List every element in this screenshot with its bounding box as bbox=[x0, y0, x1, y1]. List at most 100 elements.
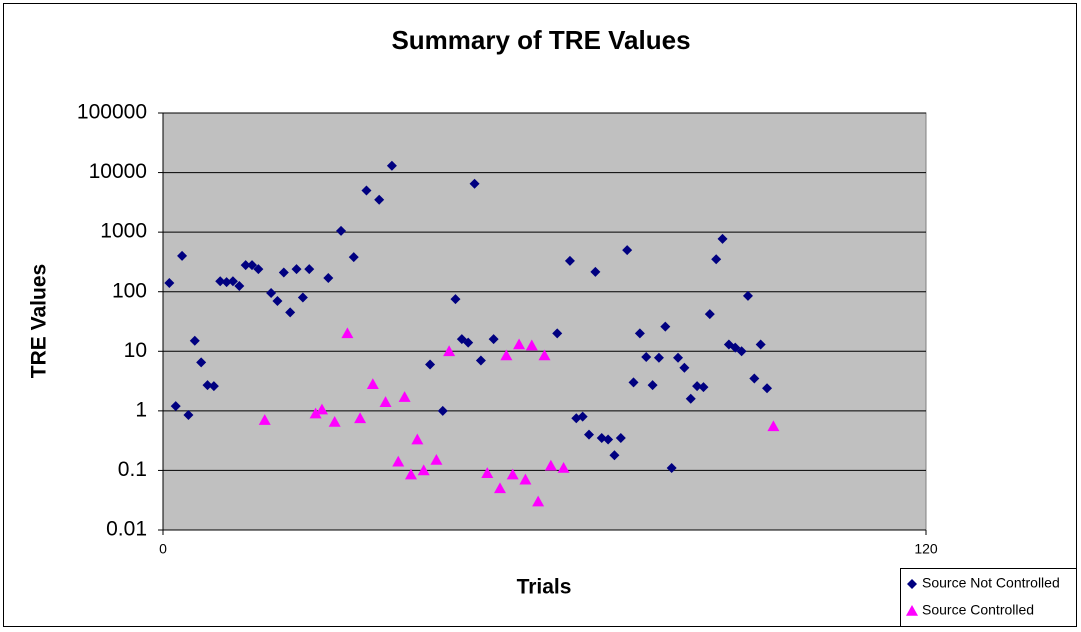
point bbox=[692, 381, 703, 392]
y-tick-label: 1000 bbox=[100, 220, 147, 243]
point bbox=[557, 461, 570, 473]
point bbox=[538, 349, 551, 361]
point bbox=[247, 260, 258, 271]
point bbox=[609, 450, 620, 461]
point bbox=[475, 355, 486, 366]
point bbox=[341, 327, 354, 339]
legend bbox=[900, 568, 1077, 627]
point bbox=[374, 194, 385, 205]
y-axis-label: TRE Values bbox=[28, 264, 51, 378]
point bbox=[500, 349, 513, 361]
point bbox=[711, 254, 722, 265]
point bbox=[437, 405, 448, 416]
point bbox=[221, 277, 232, 288]
point bbox=[354, 412, 367, 424]
point bbox=[323, 272, 334, 283]
point bbox=[366, 378, 379, 390]
point bbox=[647, 380, 658, 391]
y-tick-label: 1 bbox=[135, 398, 147, 421]
point bbox=[196, 357, 207, 368]
point bbox=[315, 403, 328, 415]
point bbox=[208, 381, 219, 392]
point bbox=[443, 345, 456, 357]
point bbox=[297, 292, 308, 303]
point bbox=[622, 245, 633, 256]
point bbox=[653, 352, 664, 363]
point bbox=[532, 495, 545, 507]
point bbox=[513, 338, 526, 350]
point bbox=[386, 160, 397, 171]
point bbox=[584, 429, 595, 440]
point bbox=[309, 407, 322, 419]
point bbox=[304, 264, 315, 275]
point bbox=[348, 252, 359, 263]
point bbox=[425, 359, 436, 370]
point bbox=[336, 225, 347, 236]
point bbox=[673, 352, 684, 363]
plot-area bbox=[162, 112, 927, 531]
point bbox=[506, 468, 519, 480]
point bbox=[430, 453, 443, 465]
point bbox=[404, 468, 417, 480]
point bbox=[450, 294, 461, 305]
chart-title: Summary of TRE Values bbox=[391, 25, 690, 55]
y-tick-label: 100 bbox=[112, 279, 147, 302]
point bbox=[660, 321, 671, 332]
point bbox=[215, 276, 226, 287]
point bbox=[742, 290, 753, 301]
legend-marker bbox=[906, 605, 918, 616]
point bbox=[552, 328, 563, 339]
point bbox=[469, 178, 480, 189]
point bbox=[253, 264, 264, 275]
point bbox=[603, 434, 614, 445]
point bbox=[736, 346, 747, 357]
legend-marker bbox=[907, 579, 917, 589]
y-tick-label: 0.01 bbox=[106, 518, 147, 541]
point bbox=[272, 295, 283, 306]
point bbox=[519, 473, 532, 485]
point bbox=[417, 464, 430, 476]
point bbox=[481, 467, 494, 478]
point bbox=[698, 382, 709, 393]
point bbox=[183, 410, 194, 421]
point bbox=[628, 377, 639, 388]
point bbox=[411, 433, 424, 445]
point bbox=[227, 276, 238, 287]
x-axis-label: Trials bbox=[517, 576, 572, 599]
point bbox=[525, 339, 538, 351]
point bbox=[164, 278, 175, 289]
point bbox=[278, 267, 289, 278]
point bbox=[463, 337, 474, 348]
point bbox=[488, 334, 499, 345]
point bbox=[634, 328, 645, 339]
point bbox=[361, 185, 372, 196]
y-tick-label: 0.1 bbox=[118, 458, 147, 481]
point bbox=[755, 339, 766, 350]
point bbox=[266, 288, 277, 299]
point bbox=[240, 260, 251, 271]
point bbox=[328, 416, 341, 427]
point bbox=[679, 362, 690, 373]
point bbox=[291, 264, 302, 275]
y-tick-label: 100000 bbox=[77, 101, 147, 124]
point bbox=[641, 352, 652, 363]
point bbox=[704, 309, 715, 320]
y-tick-label: 10 bbox=[124, 339, 147, 362]
point bbox=[717, 233, 728, 244]
legend-label: Source Controlled bbox=[922, 602, 1034, 618]
point bbox=[234, 280, 245, 291]
point bbox=[258, 414, 271, 425]
point bbox=[762, 383, 773, 394]
point bbox=[189, 335, 200, 346]
point bbox=[564, 255, 575, 266]
point bbox=[666, 462, 677, 473]
point bbox=[202, 380, 213, 391]
point bbox=[749, 373, 760, 384]
point bbox=[577, 411, 588, 422]
point bbox=[379, 396, 392, 407]
point bbox=[615, 433, 626, 444]
point bbox=[392, 455, 405, 467]
y-tick-label: 10000 bbox=[89, 160, 147, 183]
point bbox=[285, 307, 296, 318]
